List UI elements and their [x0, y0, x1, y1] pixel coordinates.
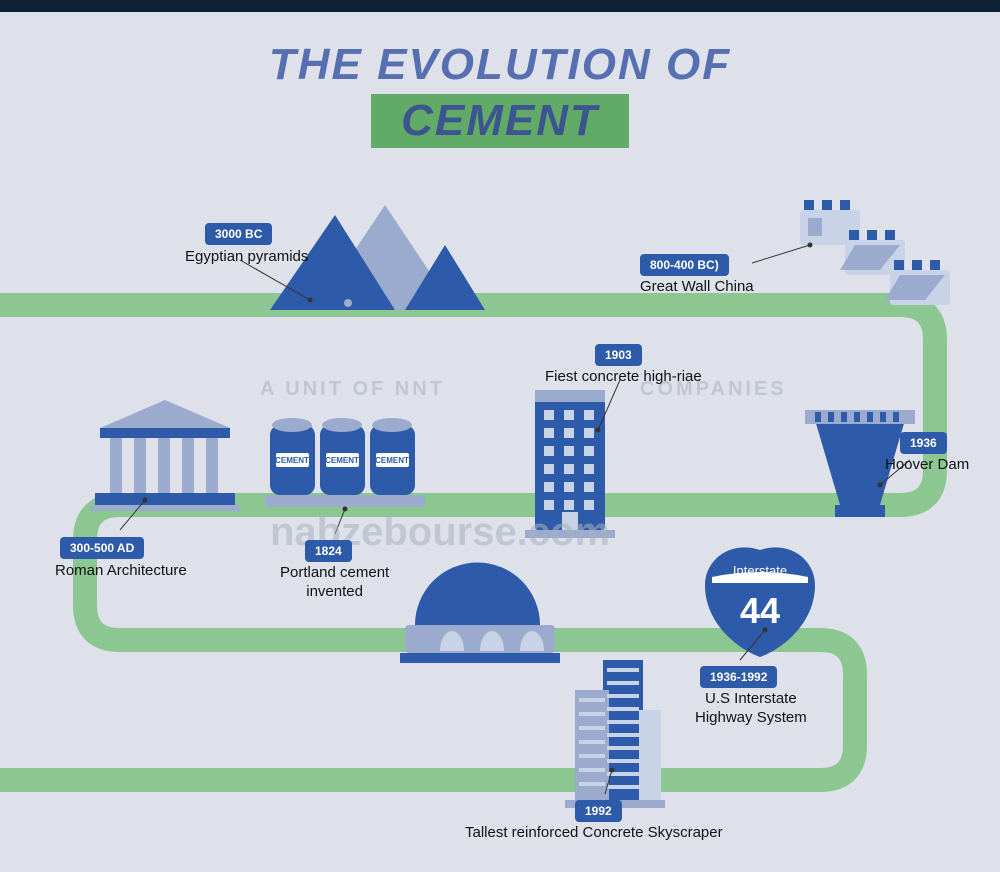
svg-text:CEMENT: CEMENT — [325, 456, 359, 465]
caption-hoover: Hoover Dam — [885, 456, 969, 475]
date-badge-skyscraper: 1992 — [575, 800, 622, 822]
date-badge-interstate: 1936-1992 — [700, 666, 777, 688]
caption-highrise: Fiest concrete high-riae — [545, 368, 702, 387]
caption-roman: Roman Architecture — [55, 562, 187, 581]
caption-greatwall: Great Wall China — [640, 278, 754, 297]
infographic-canvas: CEMENT CEMENT CEMENT Interstate 44 — [0, 0, 1000, 872]
svg-text:Interstate: Interstate — [733, 563, 787, 578]
date-badge-highrise: 1903 — [595, 344, 642, 366]
date-badge-greatwall: 800-400 BC) — [640, 254, 729, 276]
svg-text:CEMENT: CEMENT — [275, 456, 309, 465]
date-badge-pyramids: 3000 BC — [205, 223, 272, 245]
date-badge-hoover: 1936 — [900, 432, 947, 454]
caption-skyscraper: Tallest reinforced Concrete Skyscraper — [465, 824, 723, 843]
svg-text:CEMENT: CEMENT — [375, 456, 409, 465]
caption-portland: Portland cementinvented — [280, 564, 389, 602]
date-badge-roman: 300-500 AD — [60, 537, 144, 559]
svg-text:44: 44 — [740, 590, 780, 631]
caption-pyramids: Egyptian pyramids — [185, 248, 308, 267]
caption-interstate: U.S InterstateHighway System — [695, 690, 807, 728]
date-badge-portland: 1824 — [305, 540, 352, 562]
